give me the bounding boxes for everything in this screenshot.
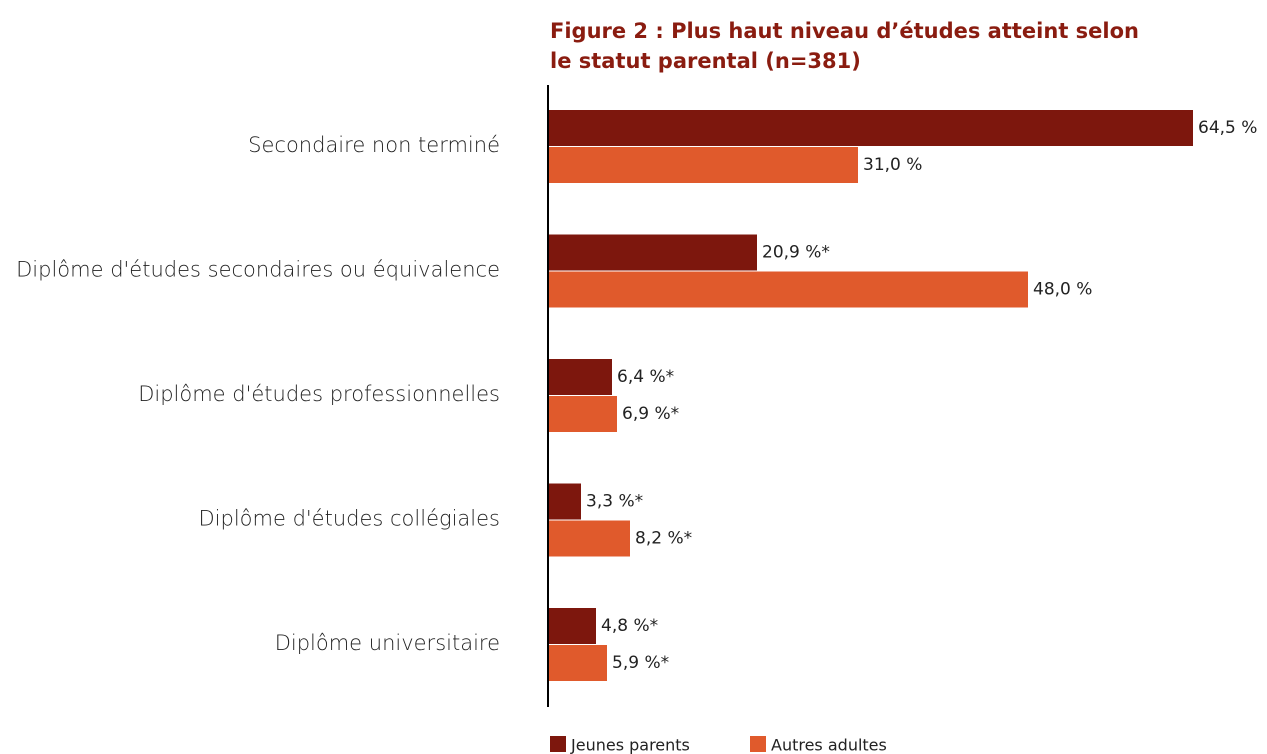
chart-title: Figure 2 : Plus haut niveau d’études att… [550, 19, 1139, 73]
value-label: 5,9 %* [612, 653, 669, 673]
value-label: 31,0 % [863, 155, 922, 175]
category-label: Diplôme d'études secondaires ou équivale… [16, 258, 500, 282]
bar [548, 520, 630, 557]
value-label: 3,3 %* [586, 492, 643, 512]
bar [548, 396, 617, 432]
value-label: 6,4 %* [617, 367, 674, 387]
bar [548, 645, 607, 681]
bar [548, 271, 1028, 308]
legend-label: Autres adultes [771, 736, 887, 754]
bar [548, 110, 1193, 146]
category-label: Diplôme d'études collégiales [199, 507, 501, 531]
legend-label: Jeunes parents [570, 736, 690, 754]
category-label: Secondaire non terminé [248, 133, 500, 157]
category-label: Diplôme d'études professionnelles [138, 382, 500, 406]
value-label: 8,2 %* [635, 529, 692, 549]
legend-swatch [550, 736, 566, 752]
bar [548, 234, 757, 271]
bar [548, 483, 581, 520]
value-label: 64,5 % [1198, 118, 1257, 138]
value-label: 48,0 % [1033, 280, 1092, 300]
value-label: 20,9 %* [762, 243, 830, 263]
legend-swatch [750, 736, 766, 752]
value-label: 6,9 %* [622, 404, 679, 424]
bar [548, 359, 612, 395]
bar [548, 608, 596, 644]
value-label: 4,8 %* [601, 616, 658, 636]
bar [548, 147, 858, 183]
category-label: Diplôme universitaire [275, 631, 500, 655]
